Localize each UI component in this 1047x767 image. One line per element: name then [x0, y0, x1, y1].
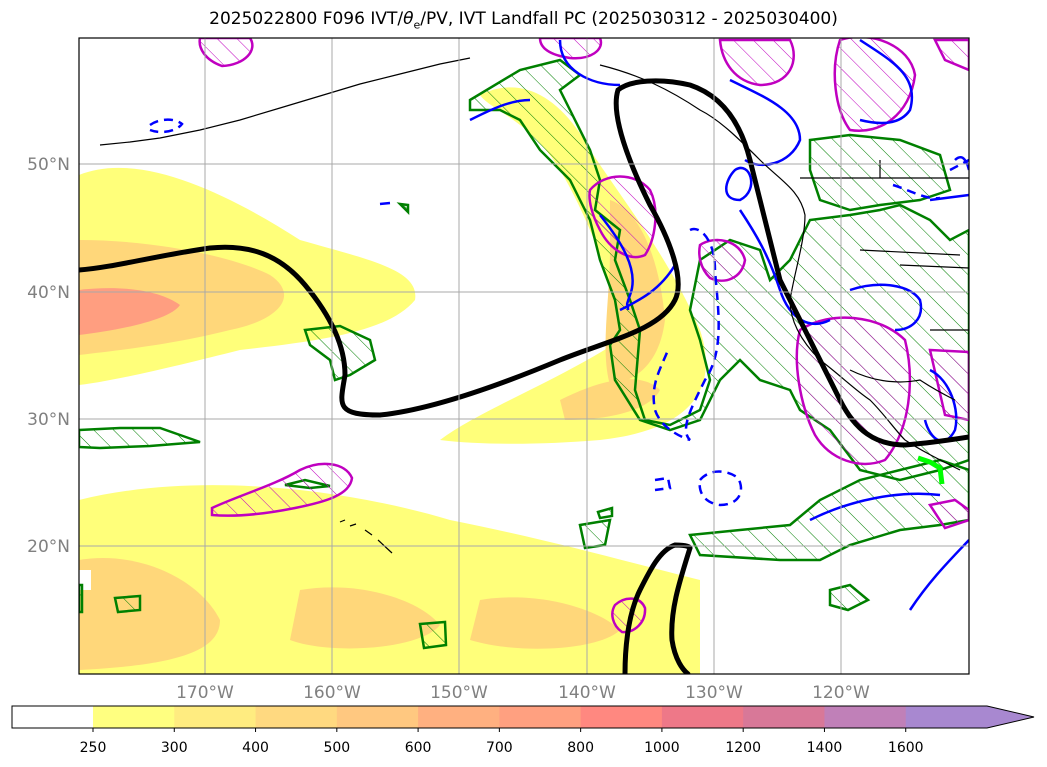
colorbar-segment: [93, 706, 175, 728]
colorbar-segment: [824, 706, 907, 728]
colorbar-tick-label: 250: [80, 740, 107, 756]
colorbar-segment: [905, 706, 988, 728]
colorbar-under-segment: [12, 706, 93, 728]
map-layers: [79, 38, 969, 674]
colorbar-segment: [580, 706, 663, 728]
lat-label-40n: 40°N: [27, 283, 70, 303]
colorbar-tick-label: 1200: [725, 740, 761, 756]
lon-label-150w: 150°W: [430, 683, 488, 703]
lon-label-120w: 120°W: [812, 683, 870, 703]
colorbar-segment: [336, 706, 419, 728]
colorbar-extend-arrow: [987, 706, 1034, 728]
colorbar-tick-label: 600: [405, 740, 432, 756]
colorbar-tick-label: 800: [567, 740, 594, 756]
colorbar-segment: [174, 706, 257, 728]
lon-label-160w: 160°W: [303, 683, 361, 703]
colorbar-tick-label: 1000: [644, 740, 680, 756]
lat-label-30n: 30°N: [27, 410, 70, 430]
colorbar-outline: [11, 705, 1035, 729]
lat-label-20n: 20°N: [27, 537, 70, 557]
colorbar-tick-label: 400: [242, 740, 269, 756]
coastlines: [99, 57, 969, 554]
colorbar-segment: [499, 706, 582, 728]
magenta-contours: [198, 38, 969, 634]
map-title: 2025022800 F096 IVT/θe/PV, IVT Landfall …: [209, 9, 838, 32]
lat-label-50n: 50°N: [27, 155, 70, 175]
map-frame: [78, 37, 970, 675]
lon-label-170w: 170°W: [176, 683, 234, 703]
lon-label-140w: 140°W: [558, 683, 616, 703]
latitude-labels: 50°N 40°N 30°N 20°N: [27, 155, 70, 557]
lon-label-130w: 130°W: [685, 683, 743, 703]
graticule: [79, 38, 969, 674]
colorbar-tick-label: 300: [161, 740, 188, 756]
colorbar-segment: [661, 706, 744, 728]
colorbar-segment: [255, 706, 338, 728]
colorbar-tick-label: 500: [323, 740, 350, 756]
landfall-marker: [917, 455, 945, 485]
colorbar-tick-label: 1400: [807, 740, 843, 756]
colorbar-tick-label: 700: [486, 740, 513, 756]
longitude-labels: 170°W 160°W 150°W 140°W 130°W 120°W: [176, 683, 870, 703]
colorbar-segment: [418, 706, 500, 728]
blue-dashed-contours: [149, 118, 969, 507]
colorbar-tick-label: 1600: [888, 740, 924, 756]
colorbar: 250 300 400 500 600 700 800 1000 1200 1400 1600: [11, 705, 1035, 756]
colorbar-segment: [743, 706, 825, 728]
